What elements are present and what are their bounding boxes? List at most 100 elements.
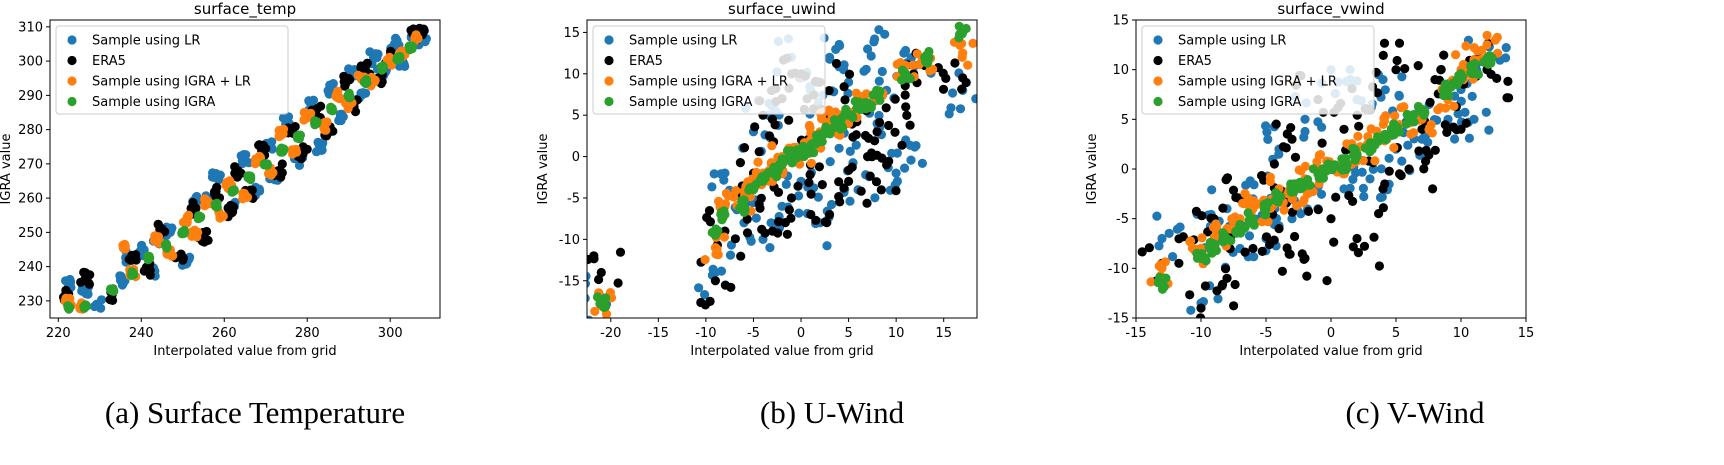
point-igra-lr-21 bbox=[1461, 41, 1471, 51]
point-era5-1 bbox=[79, 267, 89, 277]
x-tick-label: 15 bbox=[935, 326, 952, 341]
point-era5-5 bbox=[1248, 243, 1258, 254]
point-era5-10 bbox=[793, 181, 803, 191]
point-era5-16 bbox=[865, 171, 875, 181]
point-igra-5 bbox=[1246, 214, 1256, 224]
point-igra-lr-18 bbox=[1406, 129, 1416, 139]
point-igra-lr-8 bbox=[200, 201, 210, 211]
point-era5-11 bbox=[831, 58, 842, 69]
point-igra-8 bbox=[1286, 187, 1297, 197]
point-era5-6 bbox=[760, 228, 770, 238]
legend: Sample using LR ERA5 Sample using IGRA + L… bbox=[55, 25, 289, 115]
x-tick-label: 220 bbox=[46, 326, 71, 341]
point-era5-17 bbox=[1396, 170, 1406, 181]
point-era5-12 bbox=[820, 217, 830, 227]
point-era5-13 bbox=[1329, 237, 1339, 247]
y-tick-label: 280 bbox=[18, 123, 43, 138]
y-tick-label: 300 bbox=[18, 55, 43, 70]
point-era5-15 bbox=[1380, 179, 1390, 189]
point-era5-1 bbox=[726, 282, 736, 292]
point-igra-lr-2 bbox=[720, 199, 731, 209]
point-lr-9 bbox=[1299, 132, 1309, 142]
point-lr-22 bbox=[955, 104, 966, 114]
point-era5-16 bbox=[1378, 50, 1388, 61]
point-igra-19 bbox=[1438, 85, 1449, 95]
point-era5-10 bbox=[814, 162, 825, 172]
y-tick-label: 5 bbox=[1121, 113, 1129, 128]
point-era5-9 bbox=[1285, 249, 1295, 259]
point-era5-1 bbox=[83, 278, 94, 288]
point-lr-9 bbox=[813, 192, 823, 202]
point-era5-9 bbox=[1290, 231, 1300, 242]
point-igra-lr-7 bbox=[193, 227, 203, 237]
point-era5-11 bbox=[1326, 214, 1336, 224]
point-lr-7 bbox=[1274, 149, 1284, 159]
point-lr-14 bbox=[1375, 192, 1386, 203]
point-lr-0 bbox=[587, 279, 590, 288]
point-era5-0 bbox=[1174, 258, 1184, 268]
point-lr-14 bbox=[1365, 174, 1375, 184]
point-lr-7 bbox=[794, 208, 804, 218]
point-lr-19 bbox=[891, 168, 901, 178]
point-lr-16 bbox=[863, 44, 873, 54]
point-igra-lr-15 bbox=[1366, 124, 1376, 134]
legend-marker-lr bbox=[67, 35, 77, 45]
point-era5-16 bbox=[1394, 38, 1405, 48]
point-era5-12 bbox=[806, 189, 816, 199]
point-lr-2 bbox=[707, 182, 717, 192]
point-lr-16 bbox=[1376, 164, 1386, 174]
point-era5-17 bbox=[312, 104, 322, 114]
point-lr-12 bbox=[1357, 167, 1367, 177]
x-tick-label: -20 bbox=[600, 326, 621, 341]
point-era5-7 bbox=[191, 203, 201, 213]
point-era5-16 bbox=[1379, 38, 1390, 48]
point-era5-0 bbox=[1178, 232, 1188, 242]
point-igra-lr-10 bbox=[1312, 157, 1322, 167]
point-igra-5 bbox=[162, 243, 172, 253]
axes-frame bbox=[49, 19, 441, 319]
point-lr-0 bbox=[587, 315, 594, 318]
y-tick-label: 230 bbox=[18, 294, 43, 309]
y-tick-label: 240 bbox=[18, 260, 43, 275]
point-lr-0 bbox=[1152, 211, 1162, 221]
point-era5-17 bbox=[881, 103, 891, 113]
y-tick-label: 0 bbox=[572, 150, 580, 165]
point-era5-20 bbox=[1452, 125, 1462, 135]
point-lr-16 bbox=[866, 51, 876, 61]
point-era5-0 bbox=[596, 267, 606, 278]
point-era5-21 bbox=[957, 84, 967, 94]
point-igra-17 bbox=[1409, 117, 1419, 127]
point-era5-18 bbox=[876, 185, 886, 195]
point-igra-lr-9 bbox=[1300, 161, 1310, 171]
x-tick-label: 260 bbox=[212, 326, 237, 341]
point-igra-16 bbox=[866, 103, 876, 113]
point-era5-6 bbox=[782, 229, 793, 239]
legend-label: Sample using IGRA bbox=[1178, 95, 1302, 110]
point-era5-11 bbox=[1331, 192, 1341, 202]
point-lr-21 bbox=[1481, 107, 1491, 117]
point-lr-2 bbox=[92, 299, 102, 309]
point-era5-4 bbox=[1228, 185, 1239, 195]
legend-label: Sample using IGRA bbox=[629, 95, 753, 110]
x-tick-label: 240 bbox=[129, 326, 154, 341]
point-era5-8 bbox=[773, 187, 784, 197]
point-era5-22 bbox=[1486, 69, 1496, 79]
point-igra-17 bbox=[1409, 110, 1419, 120]
legend-label: Sample using LR bbox=[92, 34, 200, 49]
point-igra-3 bbox=[740, 205, 750, 215]
point-igra-lr-6 bbox=[1263, 217, 1273, 227]
point-igra-20 bbox=[407, 41, 417, 51]
point-igra-lr-3 bbox=[1212, 221, 1222, 231]
point-lr-1 bbox=[708, 264, 718, 274]
point-lr-13 bbox=[845, 146, 855, 156]
point-lr-5 bbox=[746, 236, 756, 246]
point-igra-16 bbox=[343, 91, 353, 101]
point-igra-lr-18 bbox=[331, 91, 341, 102]
point-era5-2 bbox=[736, 251, 746, 261]
legend-label: ERA5 bbox=[92, 54, 126, 69]
point-lr-26 bbox=[371, 49, 381, 59]
y-tick-label: 260 bbox=[18, 192, 43, 207]
point-igra-lr-9 bbox=[215, 212, 225, 222]
point-era5-2 bbox=[702, 212, 712, 223]
legend-marker-era5 bbox=[67, 55, 77, 66]
